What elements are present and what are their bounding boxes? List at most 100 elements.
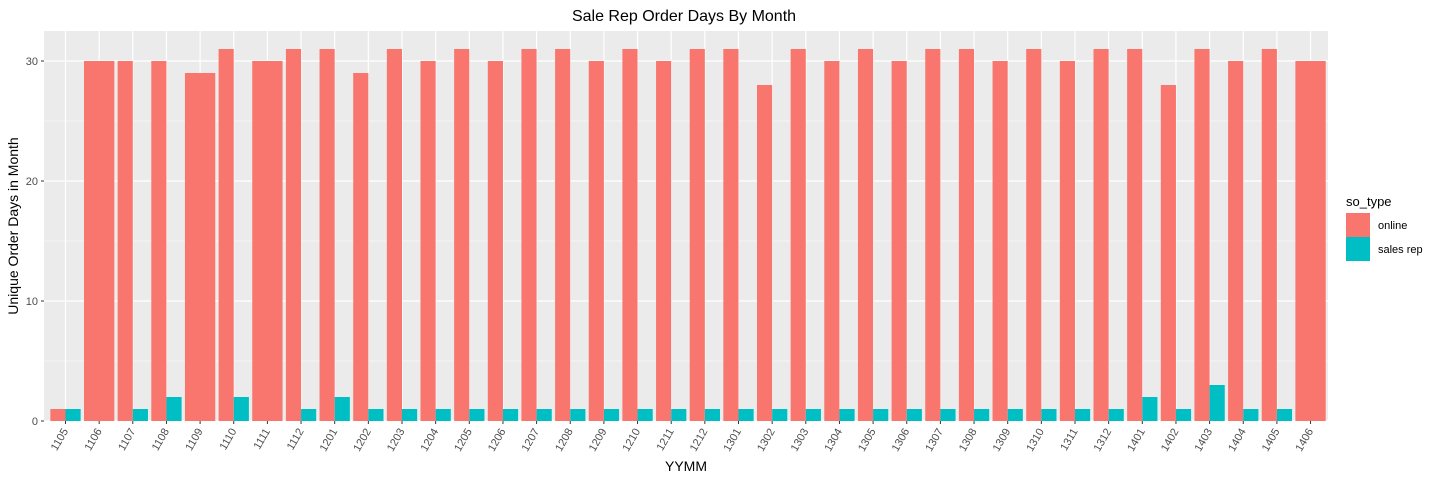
bar-sales-rep-1310 [1041, 409, 1057, 421]
x-tick-label: 1108 [150, 427, 172, 453]
bar-sales-rep-1108 [166, 397, 182, 421]
bar-online-1302 [757, 85, 773, 421]
bar-online-1207 [521, 49, 537, 421]
bar-online-1305 [857, 49, 874, 421]
x-tick-label: 1201 [318, 427, 341, 454]
bar-online-1310 [1026, 49, 1042, 421]
bar-online-1209 [588, 61, 604, 421]
bar-sales-rep-1212 [704, 409, 720, 421]
bar-online-1307 [925, 49, 941, 421]
bar-online-1202 [353, 73, 369, 421]
x-tick-label: 1310 [1024, 427, 1047, 454]
x-tick-label: 1405 [1260, 427, 1283, 454]
x-tick-label: 1105 [49, 427, 71, 453]
x-tick-label: 1308 [957, 427, 980, 454]
bar-online-1312 [1093, 49, 1109, 421]
x-tick-label: 1307 [923, 427, 946, 454]
legend-label-online: online [1378, 220, 1407, 232]
bar-online-1404 [1228, 61, 1244, 421]
bar-sales-rep-1403 [1209, 385, 1225, 421]
x-tick-label: 1211 [655, 427, 677, 453]
bar-online-1406 [1295, 61, 1326, 421]
bar-sales-rep-1202 [368, 409, 384, 421]
bar-online-1402 [1160, 85, 1176, 421]
x-tick-label: 1303 [789, 427, 812, 454]
x-axis: 1105 1106 1107 1108 1109 1110 1111 1112 1201 1202… [49, 421, 1316, 454]
x-tick-label: 1312 [1092, 427, 1115, 454]
bar-online-1106 [84, 61, 115, 421]
x-tick-label: 1111 [252, 427, 273, 452]
y-axis-title: Unique Order Days in Month [5, 137, 21, 314]
bar-sales-rep-1209 [603, 409, 620, 421]
bar-sales-rep-1206 [502, 409, 519, 421]
y-tick-label: 20 [26, 176, 38, 188]
bar-sales-rep-1210 [637, 409, 653, 421]
bar-online-1206 [487, 61, 503, 421]
y-axis: 0 10 20 30 [26, 56, 44, 428]
bar-sales-rep-1105 [65, 409, 81, 421]
bar-online-1212 [689, 49, 705, 421]
y-tick-label: 30 [26, 56, 38, 68]
x-tick-label: 1302 [755, 427, 778, 454]
bar-online-1109 [184, 73, 216, 421]
legend-key-online [1346, 213, 1370, 237]
y-tick-label: 10 [26, 296, 38, 308]
bar-sales-rep-1110 [233, 397, 249, 421]
bar-sales-rep-1112 [301, 409, 317, 421]
bars [50, 49, 1326, 421]
bar-sales-rep-1311 [1075, 409, 1091, 421]
bar-sales-rep-1205 [469, 409, 485, 421]
bar-sales-rep-1203 [402, 409, 418, 421]
bar-online-1112 [285, 49, 302, 421]
y-tick-label: 0 [32, 416, 38, 428]
bar-online-1105 [50, 409, 66, 421]
bar-sales-rep-1301 [738, 409, 754, 421]
bar-sales-rep-1307 [940, 409, 956, 421]
bar-sales-rep-1303 [805, 409, 821, 421]
bar-online-1201 [319, 49, 335, 421]
bar-online-1208 [555, 49, 571, 421]
x-tick-label: 1402 [1159, 427, 1182, 454]
bar-sales-rep-1404 [1243, 409, 1259, 421]
bar-sales-rep-1309 [1007, 409, 1023, 421]
x-tick-label: 1210 [621, 427, 644, 454]
x-tick-label: 1309 [991, 426, 1014, 453]
x-tick-label: 1209 [587, 427, 610, 454]
bar-online-1111 [252, 61, 283, 421]
bar-sales-rep-1402 [1175, 409, 1192, 421]
x-tick-label: 1202 [351, 427, 374, 454]
x-tick-label: 1110 [218, 427, 240, 453]
chart-title: Sale Rep Order Days By Month [572, 8, 796, 25]
bar-sales-rep-1312 [1108, 409, 1124, 421]
bar-online-1110 [218, 49, 234, 421]
x-tick-label: 1112 [285, 427, 307, 453]
bar-online-1203 [386, 49, 402, 421]
bar-online-1311 [1059, 61, 1075, 421]
bar-sales-rep-1304 [839, 409, 855, 421]
x-tick-label: 1208 [553, 427, 576, 454]
bar-online-1301 [723, 49, 739, 421]
x-axis-title: YYMM [665, 458, 707, 474]
bar-online-1309 [992, 61, 1008, 421]
bar-online-1204 [420, 61, 436, 421]
x-tick-label: 1404 [1226, 427, 1249, 454]
bar-online-1306 [891, 61, 907, 421]
x-tick-label: 1306 [890, 427, 913, 454]
x-tick-label: 1207 [520, 427, 543, 454]
bar-online-1107 [117, 61, 133, 421]
x-tick-label: 1305 [856, 427, 879, 454]
x-tick-label: 1401 [1125, 427, 1148, 454]
bar-sales-rep-1211 [671, 409, 687, 421]
bar-online-1308 [958, 49, 975, 421]
bar-online-1303 [790, 49, 806, 421]
bar-online-1304 [824, 61, 840, 421]
x-tick-label: 1206 [486, 427, 509, 454]
x-tick-label: 1311 [1058, 427, 1080, 453]
bar-online-1205 [454, 49, 470, 421]
bar-sales-rep-1208 [570, 409, 586, 421]
x-tick-label: 1304 [822, 427, 845, 454]
bar-online-1211 [656, 61, 672, 421]
bar-sales-rep-1201 [334, 397, 350, 421]
bar-online-1401 [1127, 49, 1143, 421]
